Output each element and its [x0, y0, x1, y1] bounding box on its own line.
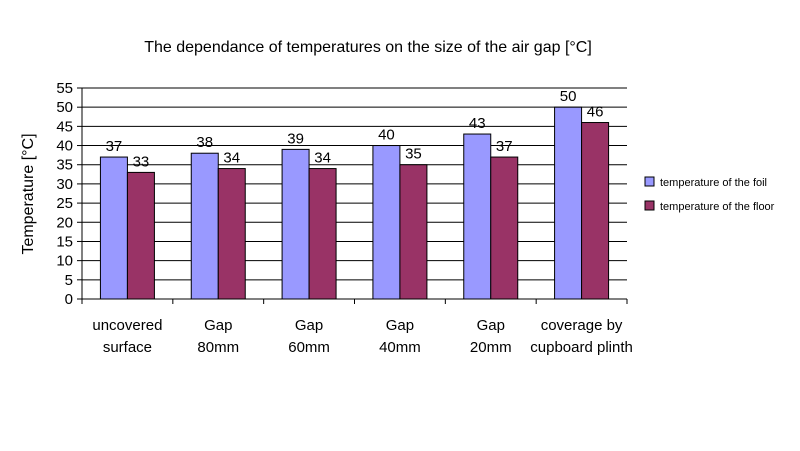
bar-foil	[281, 148, 310, 300]
data-label: 50	[560, 88, 577, 105]
bar-floor	[126, 171, 155, 300]
y-tick-label: 10	[56, 253, 73, 270]
bar-foil	[372, 145, 401, 300]
x-category-label: 60mm	[288, 339, 330, 356]
data-labels: 37 38 39 40 43 50 33 34 34 35 37 46	[106, 88, 604, 170]
axes: 0 5 10 15 20 25 30 35 40 45 50 55	[56, 80, 628, 308]
x-category-label: 40mm	[379, 339, 421, 356]
category-labels: uncovered surface Gap 80mm Gap 60mm Gap 40mm Gap…	[92, 317, 632, 356]
data-label: 37	[496, 138, 513, 155]
gridlines	[82, 87, 627, 300]
x-category-label: Gap	[477, 317, 505, 334]
y-tick-label: 45	[56, 118, 73, 135]
legend: temperature of the foil temperature of th…	[644, 176, 775, 213]
data-label: 40	[378, 127, 395, 144]
data-label: 35	[405, 146, 422, 163]
legend-label: temperature of the floor	[660, 201, 775, 213]
data-label: 39	[287, 130, 304, 147]
bar-foil	[99, 156, 128, 300]
x-category-label: surface	[103, 339, 152, 356]
y-tick-label: 30	[56, 176, 73, 193]
x-category-label: coverage by	[541, 317, 623, 334]
y-tick-label: 25	[56, 195, 73, 212]
data-label: 33	[133, 153, 150, 170]
data-label: 37	[106, 138, 123, 155]
x-category-label: 80mm	[197, 339, 239, 356]
y-axis-label: Temperature [°C]	[20, 133, 37, 254]
bar-floor	[308, 168, 337, 300]
bar-foil	[554, 106, 583, 300]
data-label: 34	[223, 150, 240, 167]
x-category-label: Gap	[386, 317, 414, 334]
y-tick-label: 40	[56, 138, 73, 155]
y-tick-label: 20	[56, 214, 73, 231]
x-category-label: Gap	[295, 317, 323, 334]
bar-floor	[581, 122, 610, 300]
data-label: 43	[469, 115, 486, 132]
data-label: 46	[587, 104, 604, 121]
legend-label: temperature of the foil	[660, 177, 767, 189]
bars	[99, 106, 610, 300]
chart-title: The dependance of temperatures on the si…	[144, 39, 592, 56]
bar-floor	[217, 168, 246, 300]
data-label: 38	[196, 134, 213, 151]
y-tick-label: 50	[56, 99, 73, 116]
bar-floor	[490, 156, 519, 300]
x-category-label: 20mm	[470, 339, 512, 356]
data-label: 34	[314, 150, 331, 167]
legend-swatch	[644, 200, 655, 211]
bar-foil	[190, 152, 219, 300]
x-category-label: cupboard plinth	[530, 339, 633, 356]
y-tick-label: 35	[56, 157, 73, 174]
x-category-label: uncovered	[92, 317, 162, 334]
y-tick-label: 0	[65, 291, 73, 308]
bar-floor	[399, 164, 428, 300]
bar-foil	[463, 133, 492, 300]
legend-swatch	[644, 176, 655, 187]
y-tick-label: 55	[56, 80, 73, 97]
y-tick-label: 15	[56, 233, 73, 250]
y-tick-label: 5	[65, 272, 73, 289]
x-category-label: Gap	[204, 317, 232, 334]
